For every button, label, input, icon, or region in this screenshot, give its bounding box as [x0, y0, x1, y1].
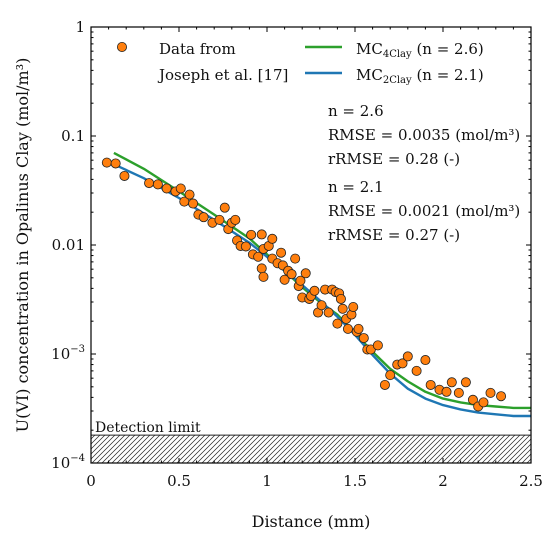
y-axis-label: U(VI) concentration in Opalinus Clay (mo…	[13, 58, 32, 433]
data-point	[496, 391, 507, 402]
y-tick-base: 0.01	[52, 236, 85, 254]
data-point	[290, 253, 301, 264]
data-point	[101, 157, 112, 168]
data-point	[385, 370, 396, 381]
legend-line-pre: MC	[356, 40, 383, 58]
legend-line-post: (n = 2.6)	[412, 40, 484, 58]
x-tick-label: 0.5	[167, 472, 191, 490]
annotation-0-line-2: rRMSE = 0.28 (-)	[328, 150, 460, 168]
annotation-0-line-1: RMSE = 0.0035 (mol/m³)	[328, 126, 520, 144]
data-point	[467, 394, 478, 405]
legend-scatter-marker	[117, 42, 128, 53]
data-point	[425, 379, 436, 390]
y-tick-base: 1	[75, 18, 85, 36]
data-point	[240, 241, 251, 252]
y-tick-exponent: −4	[70, 453, 85, 464]
detection-limit-label: Detection limit	[95, 420, 201, 436]
y-tick-exponent: −3	[70, 344, 85, 355]
data-point	[276, 247, 287, 258]
annotation-0-line-0: n = 2.6	[328, 102, 384, 120]
x-axis-label: Distance (mm)	[252, 512, 371, 531]
data-point	[295, 275, 306, 286]
annotation-1-line-2: rRMSE = 0.27 (-)	[328, 226, 460, 244]
x-tick-label: 0	[86, 472, 96, 490]
data-point	[316, 300, 327, 311]
data-point	[279, 274, 290, 285]
plot-frame	[90, 26, 532, 464]
x-tick-label: 1.5	[343, 472, 367, 490]
data-point	[253, 251, 264, 262]
y-tick-base: 10	[51, 345, 70, 363]
legend-line-label-0: MC4Clay (n = 2.6)	[356, 40, 484, 60]
y-tick-label: 10−3	[51, 344, 85, 363]
y-tick-label: 0.01	[52, 236, 85, 254]
data-point	[478, 397, 489, 408]
data-point	[256, 263, 267, 274]
data-point	[402, 351, 413, 362]
legend-line-sub: 2Clay	[383, 75, 412, 86]
data-point	[332, 318, 343, 329]
data-point	[286, 269, 297, 280]
data-point	[219, 202, 230, 213]
legend-line-label-1: MC2Clay (n = 2.1)	[356, 66, 484, 86]
data-point	[460, 377, 471, 388]
data-point	[446, 377, 457, 388]
x-tick-label: 1	[262, 472, 272, 490]
data-point	[198, 212, 209, 223]
data-point	[152, 179, 163, 190]
data-point	[230, 214, 241, 225]
data-point	[335, 293, 346, 304]
legend-line-pre: MC	[356, 66, 383, 84]
data-point	[119, 170, 130, 181]
data-point	[161, 183, 172, 194]
data-point	[358, 333, 369, 344]
data-point	[342, 323, 353, 334]
annotation-1-line-1: RMSE = 0.0021 (mol/m³)	[328, 202, 520, 220]
data-point	[353, 323, 364, 334]
data-point	[323, 307, 334, 318]
data-point	[246, 229, 257, 240]
legend-scatter-label-2: Joseph et al. [17]	[157, 66, 288, 84]
legend-line-sub: 4Clay	[383, 49, 412, 60]
data-point	[110, 158, 121, 169]
y-tick-label: 10−4	[51, 453, 85, 472]
data-point	[175, 183, 186, 194]
detection-limit-band	[91, 435, 531, 463]
data-point	[411, 365, 422, 376]
data-point	[267, 233, 278, 244]
data-point	[300, 268, 311, 279]
data-point	[485, 387, 496, 398]
y-tick-label: 0.1	[61, 127, 85, 145]
data-point	[420, 355, 431, 366]
data-point	[372, 340, 383, 351]
x-tick-label: 2	[438, 472, 448, 490]
data-point	[453, 387, 464, 398]
data-point	[258, 271, 269, 282]
x-tick-label: 2.5	[519, 472, 543, 490]
data-point	[348, 301, 359, 312]
y-tick-label: 1	[75, 18, 85, 36]
data-point	[337, 303, 348, 314]
legend-line-post: (n = 2.1)	[412, 66, 484, 84]
y-tick-base: 0.1	[61, 127, 85, 145]
data-point	[379, 379, 390, 390]
data-point	[214, 214, 225, 225]
y-tick-base: 10	[51, 454, 70, 472]
data-point	[188, 198, 199, 209]
data-point	[144, 178, 155, 189]
data-point	[256, 229, 267, 240]
annotation-1-line-0: n = 2.1	[328, 178, 384, 196]
data-point	[397, 358, 408, 369]
data-point	[309, 285, 320, 296]
legend-scatter-label-1: Data from	[159, 40, 236, 58]
data-point	[184, 189, 195, 200]
data-point	[441, 386, 452, 397]
